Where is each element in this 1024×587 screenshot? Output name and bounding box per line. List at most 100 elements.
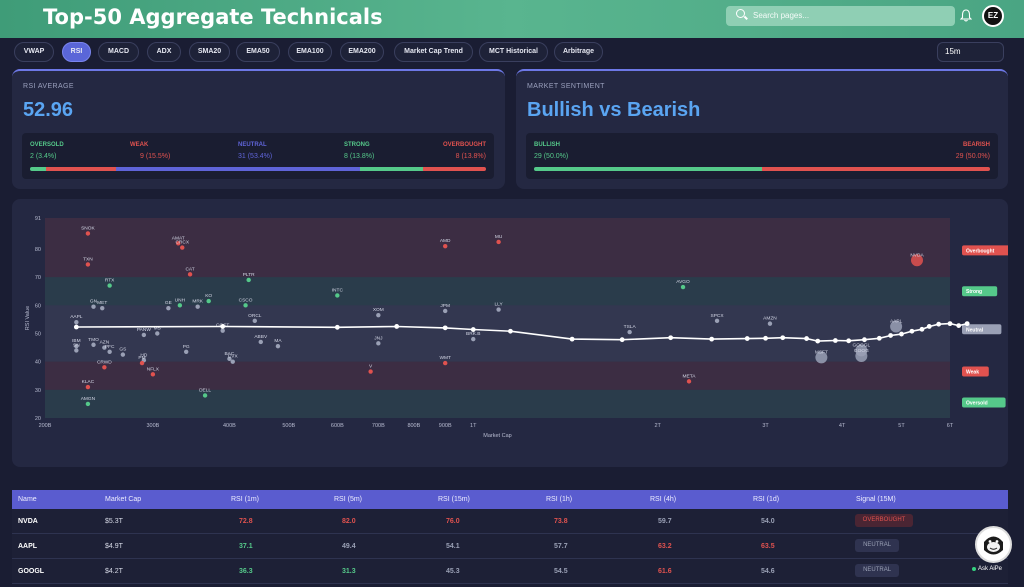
tab-market-cap-trend[interactable]: Market Cap Trend xyxy=(394,42,473,62)
table-row[interactable]: NVDA $5.3T 72.8 82.0 76.0 73.8 59.7 54.0 OVERBOU… xyxy=(12,509,1008,534)
data-point-label: CRWD xyxy=(97,359,112,365)
column-header[interactable]: Signal (15M) xyxy=(856,496,896,503)
tab-rsi[interactable]: RSI xyxy=(62,42,91,62)
page-title: Top-50 Aggregate Technicals xyxy=(43,5,383,29)
data-point-label: HD xyxy=(140,352,147,358)
bucket-value-neutral: 31 (53.4%) xyxy=(238,153,273,160)
trend-point xyxy=(888,333,894,338)
table-row[interactable]: GOOGL $4.2T 36.3 31.3 45.3 54.5 61.6 54.6 NEUTRA… xyxy=(12,559,1008,584)
table-row[interactable]: AAPL $4.9T 37.1 49.4 54.1 57.7 63.2 63.5 NEUTRAL xyxy=(12,534,1008,559)
sentiment-panel: BULLISH 29 (50.0%) BEARISH 29 (50.0%) xyxy=(526,133,998,179)
rsi-scatter-chart-card: Overbought Strong Neutral Weak Oversold 20 30 4… xyxy=(12,199,1014,467)
column-header[interactable]: RSI (4h) xyxy=(650,496,677,503)
data-point xyxy=(85,231,91,236)
trend-point xyxy=(763,335,768,341)
data-point xyxy=(376,341,381,346)
rsi-average-card: RSI AVERAGE 52.96 OVERSOLD 2 (3.4%) WEAK 9 … xyxy=(12,69,505,189)
zone-badge-label-oversold: Oversold xyxy=(966,401,988,407)
ask-ai-label[interactable]: Ask AiPe xyxy=(978,566,1003,572)
column-header[interactable]: Market Cap xyxy=(105,496,142,503)
tab-ema100[interactable]: EMA100 xyxy=(288,42,332,62)
bar-segment-bearish xyxy=(762,167,990,171)
data-point-label: INTC xyxy=(332,287,344,293)
data-point-label: SNOK xyxy=(81,225,95,231)
column-header[interactable]: RSI (1m) xyxy=(231,496,259,503)
trend-point xyxy=(862,337,867,343)
data-point-label: AVGO xyxy=(676,279,690,285)
data-point-label: LLY xyxy=(495,302,504,308)
tab-ema200[interactable]: EMA200 xyxy=(340,42,384,62)
data-point xyxy=(107,283,112,288)
zone-badge-label-neutral: Neutral xyxy=(966,327,984,333)
tab-sma20[interactable]: SMA20 xyxy=(189,42,230,62)
zone-badge-neutral xyxy=(962,324,1002,335)
data-point-label: NFLX xyxy=(147,366,160,372)
tab-mct-historical[interactable]: MCT Historical xyxy=(479,42,548,62)
trend-point xyxy=(846,338,852,344)
data-point-label: GOOGL xyxy=(853,342,871,348)
column-header[interactable]: Name xyxy=(18,496,37,503)
tab-macd[interactable]: MACD xyxy=(98,42,139,62)
zone-neutral xyxy=(45,305,950,362)
data-point xyxy=(686,379,692,384)
data-point xyxy=(252,318,257,324)
column-header[interactable]: RSI (1h) xyxy=(546,496,573,503)
table-cell: GOOGL xyxy=(18,568,45,575)
data-point xyxy=(443,308,448,314)
data-point-label: CRCX xyxy=(175,240,189,246)
bar-segment-bullish xyxy=(534,167,762,171)
data-point xyxy=(855,350,868,363)
data-point-label: AMGN xyxy=(81,396,96,402)
data-point xyxy=(335,293,340,298)
search-box[interactable]: Search pages... xyxy=(726,6,955,26)
x-tick-label: 500B xyxy=(282,423,295,429)
bell-icon[interactable] xyxy=(960,9,972,22)
column-header[interactable]: RSI (15m) xyxy=(438,496,470,503)
data-point-label: PANW xyxy=(137,327,152,333)
table-cell: 31.3 xyxy=(342,568,356,575)
data-point-label: ORCL xyxy=(248,313,262,319)
bar-segment-overbought xyxy=(422,167,486,171)
data-point-label: MU xyxy=(495,234,503,240)
data-point-label: IBM xyxy=(72,338,81,344)
trend-point xyxy=(709,336,715,342)
bucket-value-weak: 9 (15.5%) xyxy=(140,153,171,160)
data-point-label: ABBV xyxy=(254,334,268,340)
y-tick-label: 80 xyxy=(35,247,41,253)
zone-badge-label-weak: Weak xyxy=(966,370,979,376)
table-cell: 54.1 xyxy=(446,543,460,550)
table-cell: 61.6 xyxy=(658,568,672,575)
data-point xyxy=(120,352,126,357)
trend-point xyxy=(780,335,786,341)
data-point-label: TSLA xyxy=(624,324,637,330)
tab-ema50[interactable]: EMA50 xyxy=(236,42,280,62)
zone-badge-weak xyxy=(962,366,989,377)
rsi-scatter-chart: Overbought Strong Neutral Weak Oversold 20 30 4… xyxy=(25,216,1014,439)
tab-vwap[interactable]: VWAP xyxy=(14,42,54,62)
data-point-label: KO xyxy=(205,293,212,299)
y-tick-label: 30 xyxy=(35,388,41,394)
bucket-value-strong: 8 (13.8%) xyxy=(344,153,375,160)
avatar[interactable]: EZ xyxy=(982,5,1004,27)
tab-arbitrage[interactable]: Arbitrage xyxy=(554,42,603,62)
trend-point xyxy=(876,335,882,341)
tab-adx[interactable]: ADX xyxy=(147,42,181,62)
search-input[interactable]: Search pages... xyxy=(753,11,810,20)
trend-point xyxy=(619,337,625,343)
timeframe-select[interactable]: 15m xyxy=(937,42,1004,62)
data-point-label: WMT xyxy=(439,355,451,361)
table-cell: 37.1 xyxy=(239,543,253,550)
column-header[interactable]: RSI (1d) xyxy=(753,496,780,503)
data-point-label: XOM xyxy=(373,307,384,313)
column-header[interactable]: RSI (5m) xyxy=(334,496,362,503)
data-point xyxy=(443,243,448,249)
bar-segment-strong xyxy=(359,167,423,171)
data-point xyxy=(206,298,211,304)
bullish-label: BULLISH xyxy=(534,142,560,148)
x-tick-label: 300B xyxy=(146,423,159,429)
data-point xyxy=(243,303,248,308)
ask-ai-button[interactable] xyxy=(975,526,1012,563)
data-point xyxy=(910,254,923,267)
data-point-label: AZN xyxy=(100,340,110,346)
trend-point xyxy=(394,324,400,329)
